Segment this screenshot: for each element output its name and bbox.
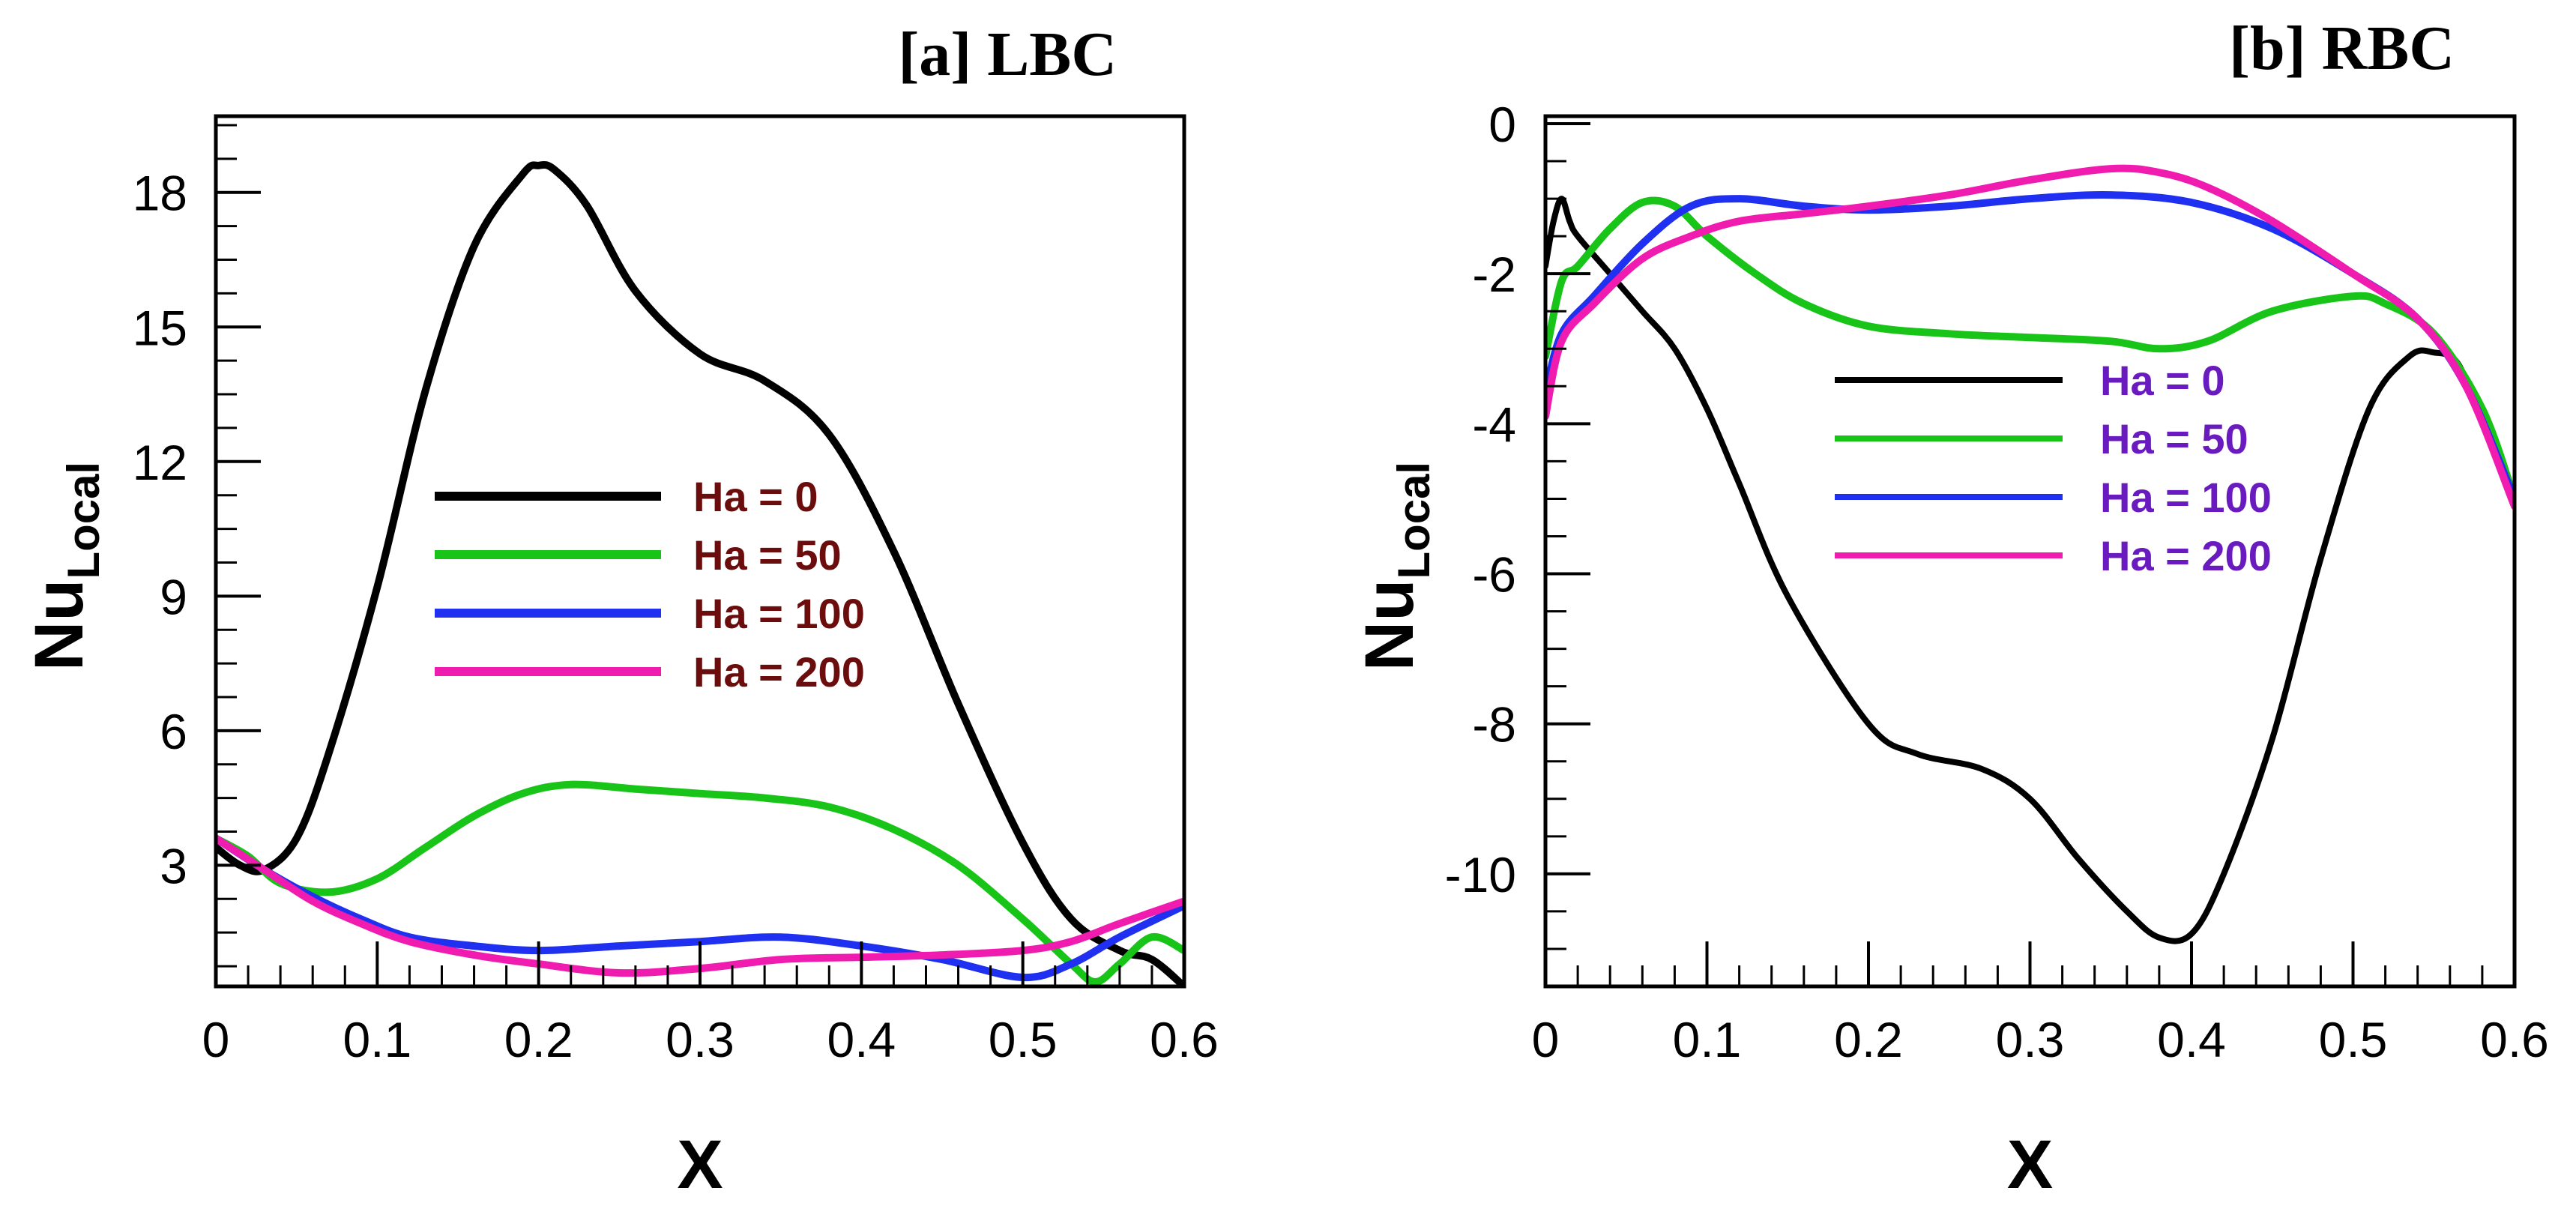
rbc-y-tick-label: -10 <box>1445 847 1516 902</box>
rbc-panel-title: [b] RBC <box>2229 13 2455 83</box>
panel-a-lbc: 0 0.1 0.2 0.3 0.4 0.5 0.6 3 6 9 12 15 18 [a] LBC X NuLo… <box>21 19 1219 1203</box>
rbc-y-tick-label: -2 <box>1472 247 1516 302</box>
rbc-series-line-ha-0 <box>1545 196 2515 944</box>
rbc-y-tick-label: -8 <box>1472 697 1516 753</box>
rbc-legend-label: Ha = 100 <box>2100 474 2272 521</box>
rbc-x-axis-title: X <box>2007 1127 2053 1203</box>
panel-b-rbc: 0 0.1 0.2 0.3 0.4 0.5 0.6 0 -2 -4 -6 -8 -10 [b] RBC X N… <box>1351 13 2549 1203</box>
lbc-x-tick-label: 0 <box>202 1012 230 1067</box>
rbc-y-tick-label: -6 <box>1472 547 1516 603</box>
lbc-y-tick-label: 15 <box>133 300 187 355</box>
rbc-series-line-ha-200 <box>1545 164 2515 510</box>
rbc-x-tick-label: 0.3 <box>1996 1012 2065 1067</box>
rbc-x-tick-label: 0.1 <box>1673 1012 1742 1067</box>
lbc-series-line-ha-200 <box>216 834 1184 977</box>
lbc-y-tick-label: 12 <box>133 435 187 490</box>
rbc-y-axis-title: NuLocal <box>1351 462 1439 671</box>
rbc-x-tick-label: 0.4 <box>2157 1012 2226 1067</box>
rbc-x-tick-label: 0.5 <box>2319 1012 2388 1067</box>
lbc-series-group <box>216 160 1184 986</box>
lbc-series-line-ha-0 <box>216 160 1184 986</box>
lbc-y-axis-title: NuLocal <box>21 462 109 671</box>
rbc-legend-label: Ha = 200 <box>2100 532 2272 579</box>
lbc-x-tick-label: 0.2 <box>504 1012 573 1067</box>
rbc-y-tick-label: -4 <box>1472 397 1516 452</box>
rbc-series-group <box>1545 164 2515 944</box>
lbc-series-line-ha-50 <box>216 780 1184 986</box>
lbc-y-tick-label: 6 <box>160 704 187 759</box>
rbc-legend-label: Ha = 50 <box>2100 415 2248 462</box>
rbc-x-tick-label: 0.2 <box>1834 1012 1903 1067</box>
rbc-legend: Ha = 0 Ha = 50 Ha = 100 Ha = 200 <box>1835 357 2272 579</box>
rbc-y-axis-title-sub: Local <box>1389 462 1439 579</box>
lbc-y-tick-label: 18 <box>133 166 187 221</box>
rbc-y-axis-title-main: Nu <box>1351 579 1428 672</box>
lbc-x-axis-title: X <box>677 1127 723 1203</box>
lbc-legend: Ha = 0 Ha = 50 Ha = 100 Ha = 200 <box>435 473 865 696</box>
lbc-x-tick-label: 0.1 <box>343 1012 411 1067</box>
rbc-legend-label: Ha = 0 <box>2100 357 2225 404</box>
lbc-legend-label: Ha = 0 <box>693 473 818 520</box>
lbc-x-tick-label: 0.6 <box>1150 1012 1219 1067</box>
lbc-y-axis-title-main: Nu <box>21 579 97 672</box>
lbc-legend-label: Ha = 50 <box>693 531 842 579</box>
lbc-x-tick-label: 0.4 <box>827 1012 896 1067</box>
lbc-x-tick-label: 0.5 <box>989 1012 1058 1067</box>
lbc-series-line-ha-100 <box>216 834 1184 982</box>
rbc-y-tick-label: 0 <box>1488 97 1516 152</box>
lbc-y-tick-label: 9 <box>160 569 187 624</box>
rbc-x-tick-label: 0.6 <box>2480 1012 2549 1067</box>
lbc-x-tick-label: 0.3 <box>666 1012 735 1067</box>
rbc-x-tick-label: 0 <box>1532 1012 1560 1067</box>
lbc-legend-label: Ha = 100 <box>693 590 865 637</box>
lbc-legend-label: Ha = 200 <box>693 648 865 696</box>
lbc-panel-title: [a] LBC <box>898 19 1117 89</box>
rbc-series-line-ha-50 <box>1545 196 2515 503</box>
lbc-y-tick-label: 3 <box>160 838 187 893</box>
lbc-y-axis-title-sub: Local <box>58 462 109 579</box>
